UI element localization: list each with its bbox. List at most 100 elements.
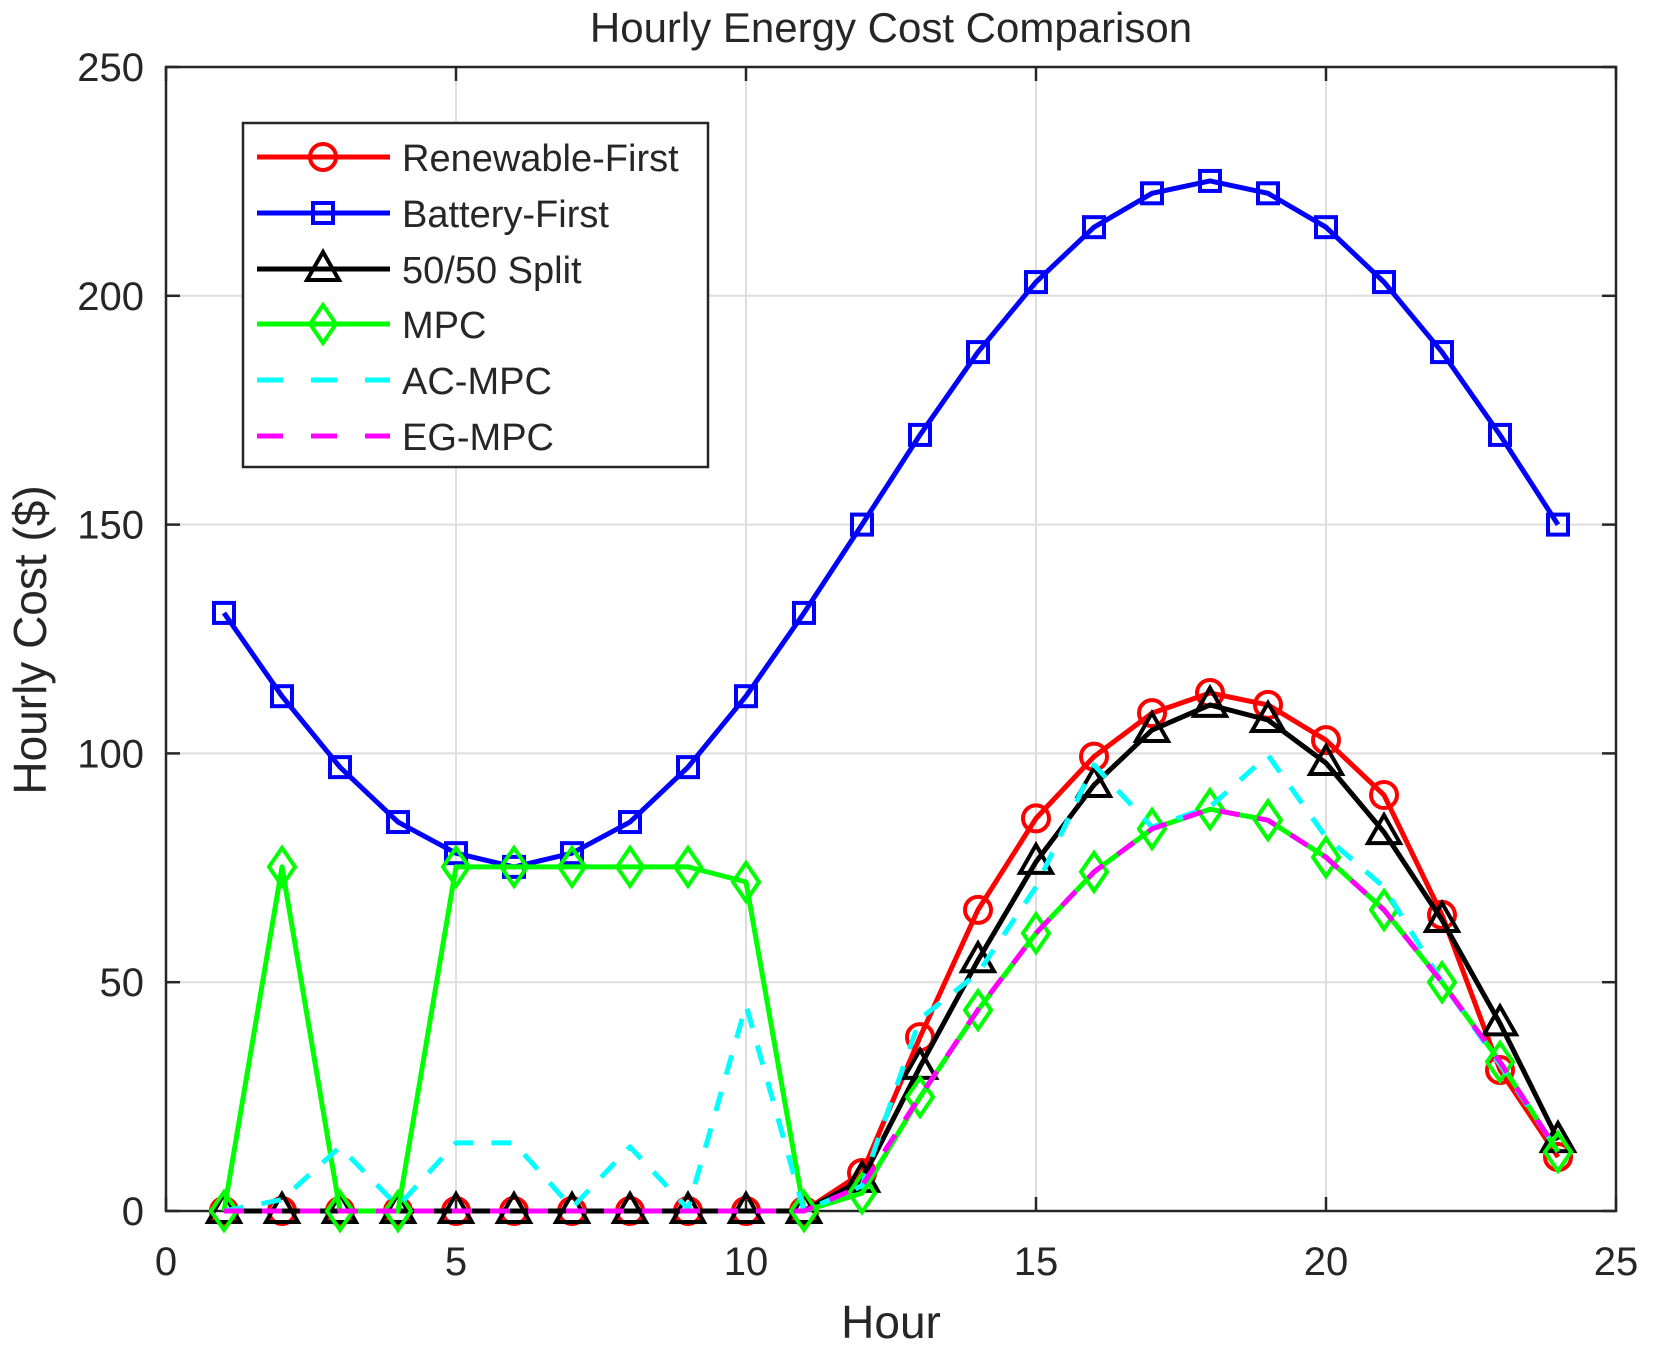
series-ac-mpc [223, 752, 1561, 1214]
legend-entry-eg-mpc: EG-MPC [257, 417, 554, 459]
y-tick-label: 250 [77, 46, 144, 90]
data-point-battery-first [444, 841, 468, 866]
legend-swatch-marker [311, 201, 335, 225]
data-point-50-50-split [1016, 840, 1056, 875]
data-point-battery-first [1314, 215, 1338, 240]
legend-entry-ac-mpc: AC-MPC [257, 361, 552, 403]
data-point-battery-first [618, 810, 642, 835]
legend-label: AC-MPC [402, 361, 552, 403]
data-point-battery-first [734, 684, 758, 709]
data-point-battery-first [1198, 168, 1222, 193]
data-point-50-50-split [378, 1189, 418, 1224]
x-tick-label: 15 [1014, 1240, 1059, 1284]
data-point-mpc [556, 844, 588, 890]
data-point-battery-first [1140, 181, 1164, 206]
data-point-battery-first [1488, 422, 1512, 447]
x-tick-label: 5 [445, 1240, 467, 1284]
data-point-50-50-split [1306, 741, 1346, 777]
legend-swatch-marker [303, 247, 343, 282]
data-point-mpc [1136, 806, 1168, 852]
data-point-mpc [382, 1188, 414, 1234]
data-point-battery-first [560, 841, 584, 866]
chart-title: Hourly Energy Cost Comparison [590, 4, 1192, 51]
data-point-50-50-split [494, 1189, 534, 1224]
data-point-50-50-split [1190, 683, 1230, 718]
y-tick-label: 150 [77, 504, 144, 548]
data-point-mpc [730, 859, 762, 905]
legend-box [241, 121, 710, 469]
data-point-mpc [498, 844, 530, 890]
data-point-mpc [962, 987, 994, 1033]
data-point-50-50-split [726, 1189, 766, 1224]
series-layer [204, 168, 1578, 1234]
series-line-ac-mpc [223, 752, 1561, 1214]
legend-label: EG-MPC [402, 417, 554, 459]
data-point-renewable-first [1369, 780, 1399, 811]
legend-swatch-marker [307, 301, 339, 347]
data-point-battery-first [792, 600, 816, 625]
data-point-renewable-first [963, 894, 993, 925]
legend-entry-renewable-first: Renewable-First [257, 138, 679, 180]
data-point-battery-first [908, 422, 932, 447]
data-point-mpc [1484, 1039, 1516, 1085]
data-point-mpc [904, 1074, 936, 1120]
data-point-50-50-split [1132, 709, 1172, 744]
data-point-battery-first [1372, 270, 1396, 295]
data-point-renewable-first [1021, 803, 1051, 834]
x-tick-label: 0 [155, 1240, 177, 1284]
data-point-renewable-first [1311, 725, 1341, 756]
data-point-mpc [614, 844, 646, 890]
data-point-mpc [1542, 1129, 1574, 1175]
data-point-renewable-first [1137, 698, 1167, 729]
data-point-mpc [208, 1188, 240, 1234]
y-tick-label: 200 [77, 275, 144, 319]
data-point-battery-first [1256, 181, 1280, 206]
legend: Renewable-First Battery-First 50/50 Split M… [241, 121, 710, 469]
data-point-battery-first [1430, 340, 1454, 365]
data-point-50-50-split [610, 1189, 650, 1224]
y-tick-label: 0 [122, 1190, 144, 1234]
data-point-50-50-split [1248, 698, 1288, 733]
data-point-mpc [1426, 959, 1458, 1005]
data-point-battery-first [328, 755, 352, 780]
data-point-mpc [266, 844, 298, 890]
data-point-battery-first [212, 600, 236, 625]
data-point-50-50-split [1364, 811, 1404, 846]
data-point-battery-first [386, 810, 410, 835]
y-axis-label: Hourly Cost ($) [4, 485, 56, 794]
data-point-battery-first [1546, 512, 1570, 537]
legend-entry-mpc: MPC [257, 301, 486, 347]
data-point-battery-first [1024, 270, 1048, 295]
legend-label: MPC [402, 305, 486, 347]
data-point-50-50-split [668, 1189, 708, 1224]
data-point-50-50-split [1480, 1002, 1520, 1037]
series-line-eg-mpc [224, 806, 1561, 1214]
legend-entry-50-50-split: 50/50 Split [257, 247, 582, 292]
data-point-mpc [1252, 797, 1284, 843]
x-tick-label: 10 [724, 1240, 769, 1284]
data-point-mpc [1310, 834, 1342, 880]
data-point-battery-first [966, 340, 990, 365]
y-tick-label: 100 [77, 732, 144, 776]
legend-label: Battery-First [402, 194, 609, 236]
x-axis-label: Hour [841, 1296, 941, 1347]
legend-entry-battery-first: Battery-First [257, 194, 609, 236]
data-point-mpc [846, 1170, 878, 1216]
data-point-battery-first [850, 512, 874, 537]
data-point-mpc [788, 1188, 820, 1234]
legend-label: Renewable-First [402, 138, 679, 180]
data-point-battery-first [1082, 215, 1106, 240]
plot-area [164, 65, 1618, 1213]
data-point-battery-first [676, 755, 700, 780]
data-point-mpc [440, 844, 472, 890]
data-point-50-50-split [552, 1189, 592, 1224]
series-battery-first [212, 168, 1570, 879]
data-point-50-50-split [262, 1189, 302, 1224]
x-tick-label: 25 [1594, 1240, 1639, 1284]
legend-label: 50/50 Split [402, 250, 582, 292]
data-point-battery-first [270, 684, 294, 709]
data-point-50-50-split [436, 1189, 476, 1224]
data-point-mpc [1194, 786, 1226, 832]
data-point-mpc [324, 1188, 356, 1234]
